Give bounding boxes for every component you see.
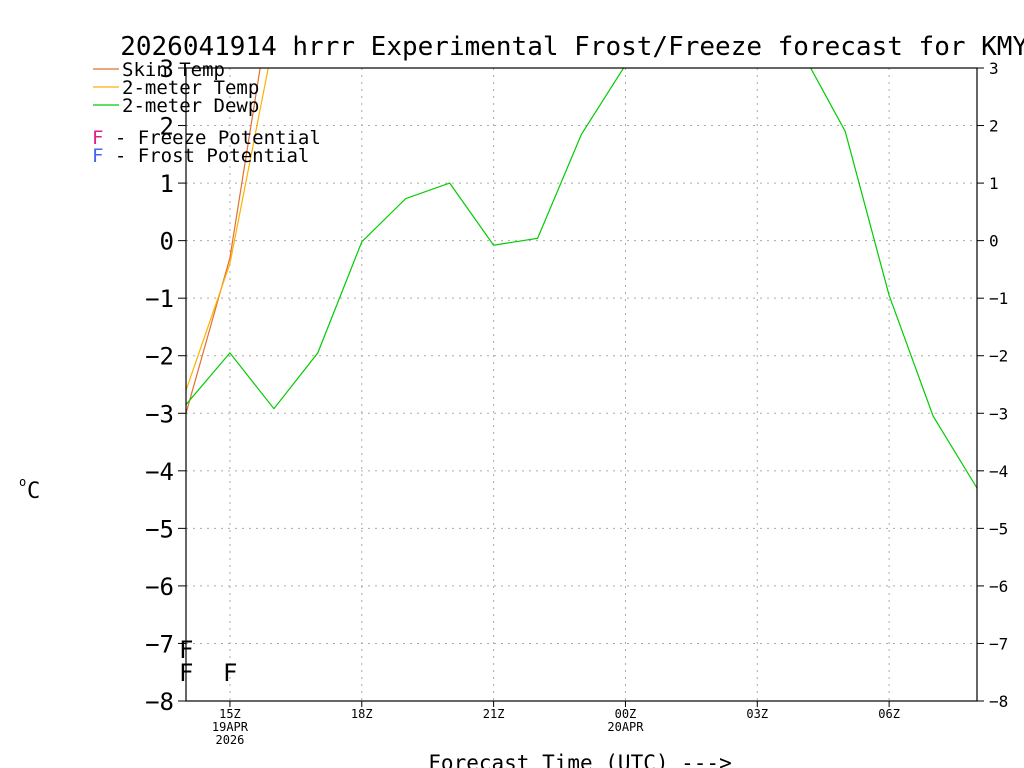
y-tick-label: 3: [160, 55, 174, 83]
x-tick-label: 2026: [215, 733, 244, 747]
y-tick-label: −2: [145, 343, 174, 371]
x-tick-label: 03Z: [746, 707, 768, 721]
y-tick-label: 1: [160, 170, 174, 198]
series-line-2-meter-temp: [186, 68, 269, 391]
legend-freeze-letter: F: [92, 127, 103, 149]
x-tick-label: 00Z: [615, 707, 637, 721]
right-tick-label: −7: [989, 634, 1008, 653]
svg-text:F - Freeze Potential: F - Freeze Potential: [92, 127, 321, 149]
legend-frost-label: - Frost Potential: [103, 145, 309, 167]
frost-marker: F: [179, 636, 193, 664]
right-tick-label: −2: [989, 347, 1008, 366]
right-tick-label: 1: [989, 174, 999, 193]
y-axis-unit-letter: C: [27, 479, 40, 504]
legend-label-2m-dewp: 2-meter Dewp: [122, 95, 259, 117]
x-tick-label: 15Z: [219, 707, 241, 721]
y-tick-label: −3: [145, 400, 174, 428]
legend: Skin Temp 2-meter Temp 2-meter Dewp F - …: [92, 59, 321, 167]
plot-frame: [185, 67, 978, 702]
freeze-marker: F: [179, 659, 193, 687]
frost-freeze-markers: FF F: [179, 636, 237, 687]
x-tick-label: 18Z: [351, 707, 373, 721]
x-tick-label: 20APR: [607, 720, 644, 734]
series-line-skin-temp: [186, 68, 261, 414]
x-tick-label: 21Z: [483, 707, 505, 721]
series-group: [186, 68, 977, 489]
y-ticks: 3 2 1 0 −1 −2 −3 −4 −5 −6 −7 −8 3 2 1 0 −1 −2 −3 −4 −5 −6 −7 −8: [145, 55, 1008, 716]
x-tick-label: 06Z: [878, 707, 900, 721]
y-tick-label: −1: [145, 285, 174, 313]
right-tick-label: −3: [989, 404, 1008, 423]
grid: [186, 68, 977, 701]
legend-label-2m-temp: 2-meter Temp: [122, 77, 259, 99]
y-axis-unit-degree: o: [19, 475, 26, 489]
y-tick-label: −4: [145, 458, 174, 486]
legend-label-skin-temp: Skin Temp: [122, 59, 225, 81]
right-tick-label: 2: [989, 117, 999, 136]
x-axis-label: Forecast Time (UTC) --->: [428, 751, 731, 768]
right-tick-label: 3: [989, 59, 999, 78]
right-tick-label: −6: [989, 577, 1008, 596]
series-line-2-meter-dewp: [186, 68, 977, 489]
right-tick-label: 0: [989, 232, 999, 251]
y-tick-label: −8: [145, 688, 174, 716]
legend-freeze-label: - Freeze Potential: [103, 127, 320, 149]
right-tick-label: −5: [989, 519, 1008, 538]
y-tick-label: 0: [160, 228, 174, 256]
y-tick-label: 2: [160, 113, 174, 141]
chart-title: 2026041914 hrrr Experimental Frost/Freez…: [120, 32, 1024, 62]
legend-frost-letter: F: [92, 145, 103, 167]
svg-text:F - Frost Potential: F - Frost Potential: [92, 145, 309, 167]
right-tick-label: −4: [989, 462, 1008, 481]
y-tick-label: −6: [145, 573, 174, 601]
y-tick-label: −5: [145, 515, 174, 543]
y-tick-label: −7: [145, 630, 174, 658]
right-tick-label: −8: [989, 692, 1008, 711]
freeze-marker: F: [223, 659, 237, 687]
right-tick-label: −1: [989, 289, 1008, 308]
x-tick-label: 19APR: [212, 720, 249, 734]
